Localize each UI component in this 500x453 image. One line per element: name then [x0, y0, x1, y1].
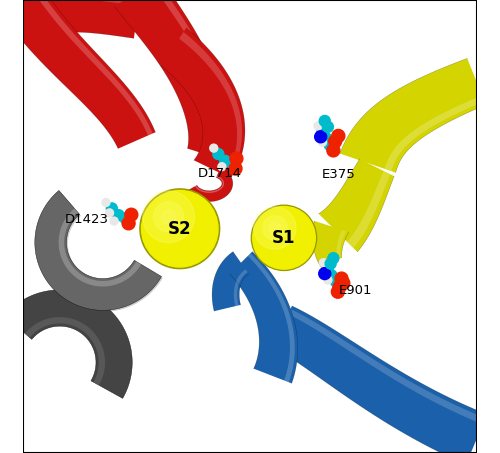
Circle shape — [326, 270, 337, 281]
Text: E901: E901 — [338, 284, 372, 297]
Circle shape — [314, 122, 322, 130]
Circle shape — [328, 253, 339, 264]
Circle shape — [333, 280, 346, 293]
Circle shape — [102, 198, 110, 207]
Circle shape — [318, 138, 326, 146]
Circle shape — [254, 207, 296, 249]
Polygon shape — [336, 230, 346, 260]
Polygon shape — [26, 0, 152, 135]
Polygon shape — [36, 192, 163, 312]
Polygon shape — [272, 306, 487, 453]
Circle shape — [327, 144, 340, 157]
Polygon shape — [114, 0, 227, 159]
Polygon shape — [195, 175, 224, 193]
Circle shape — [230, 152, 243, 165]
Polygon shape — [0, 0, 156, 149]
Polygon shape — [4, 290, 132, 398]
Circle shape — [220, 155, 230, 166]
Polygon shape — [288, 309, 486, 424]
Circle shape — [325, 258, 336, 269]
Circle shape — [140, 189, 220, 269]
Polygon shape — [188, 168, 233, 202]
Polygon shape — [340, 58, 486, 173]
Polygon shape — [44, 0, 139, 6]
Circle shape — [142, 191, 218, 267]
Polygon shape — [230, 251, 298, 383]
Circle shape — [332, 130, 345, 142]
Circle shape — [322, 263, 334, 274]
Circle shape — [262, 216, 287, 241]
Circle shape — [252, 207, 316, 269]
Polygon shape — [318, 159, 394, 252]
Polygon shape — [212, 251, 248, 311]
Circle shape — [324, 140, 335, 150]
Polygon shape — [313, 221, 349, 268]
Circle shape — [335, 272, 348, 285]
Circle shape — [213, 149, 224, 159]
Polygon shape — [234, 270, 247, 306]
Circle shape — [229, 162, 242, 175]
Polygon shape — [248, 253, 295, 382]
Circle shape — [218, 163, 226, 171]
Circle shape — [120, 213, 131, 224]
Circle shape — [320, 116, 330, 126]
Circle shape — [320, 133, 332, 144]
Circle shape — [319, 268, 330, 280]
Circle shape — [210, 144, 218, 152]
Circle shape — [154, 202, 184, 232]
Text: S2: S2 — [168, 220, 192, 238]
Polygon shape — [347, 171, 390, 248]
Polygon shape — [35, 190, 162, 310]
Text: E375: E375 — [322, 168, 356, 181]
Circle shape — [110, 217, 118, 225]
Circle shape — [314, 131, 326, 143]
Polygon shape — [58, 208, 141, 286]
Text: S1: S1 — [272, 229, 295, 247]
Circle shape — [252, 205, 316, 270]
Circle shape — [142, 191, 195, 243]
Text: D1714: D1714 — [198, 167, 242, 179]
Circle shape — [320, 259, 328, 267]
Circle shape — [125, 208, 138, 221]
Circle shape — [106, 203, 118, 214]
Circle shape — [269, 222, 280, 234]
Circle shape — [330, 276, 342, 287]
Circle shape — [324, 276, 332, 284]
Polygon shape — [150, 0, 224, 159]
Circle shape — [328, 135, 342, 148]
Circle shape — [122, 217, 135, 230]
Text: D1423: D1423 — [64, 213, 108, 226]
Polygon shape — [384, 96, 484, 171]
Circle shape — [332, 285, 344, 298]
Circle shape — [162, 210, 176, 224]
Polygon shape — [44, 0, 140, 39]
Circle shape — [322, 121, 334, 132]
Polygon shape — [161, 28, 245, 178]
Circle shape — [113, 210, 124, 221]
Circle shape — [106, 209, 114, 217]
Circle shape — [317, 126, 328, 137]
Polygon shape — [25, 317, 105, 385]
Circle shape — [337, 277, 350, 289]
Polygon shape — [179, 32, 242, 177]
Circle shape — [226, 158, 237, 169]
